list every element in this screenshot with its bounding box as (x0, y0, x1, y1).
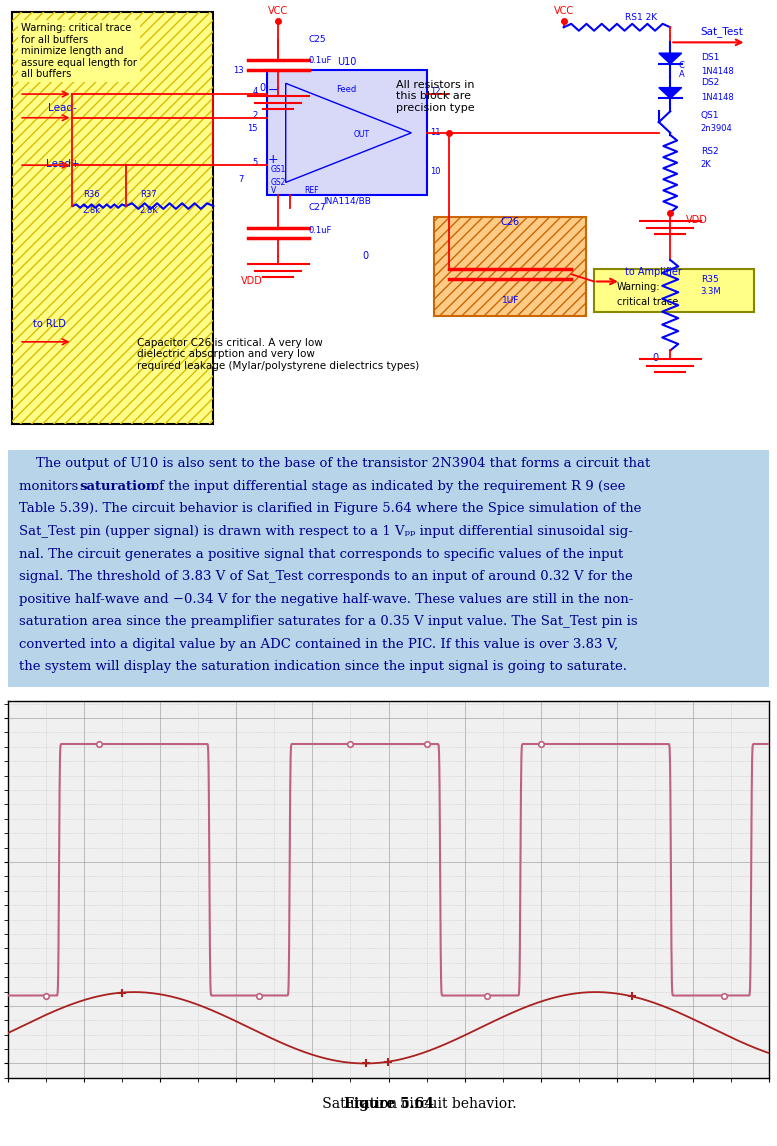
Text: positive half-wave and −0.34 V for the negative half-wave. These values are stil: positive half-wave and −0.34 V for the n… (19, 592, 633, 606)
Text: 2.8k: 2.8k (82, 205, 100, 214)
Text: +: + (267, 154, 278, 166)
Text: saturation area since the preamplifier saturates for a 0.35 V input value. The S: saturation area since the preamplifier s… (19, 615, 638, 628)
Text: R35: R35 (701, 275, 719, 283)
Text: DS2: DS2 (701, 78, 719, 87)
Text: VDD: VDD (241, 276, 263, 285)
Text: the system will display the saturation indication since the input signal is goin: the system will display the saturation i… (19, 660, 627, 674)
Text: 5: 5 (253, 158, 257, 167)
Text: C25: C25 (308, 36, 326, 45)
Text: C27: C27 (308, 203, 326, 212)
Text: 1UF: 1UF (502, 296, 519, 305)
Text: 12: 12 (430, 87, 441, 96)
Text: OUT: OUT (354, 131, 370, 139)
Text: R36: R36 (83, 190, 99, 199)
Text: 11: 11 (430, 128, 441, 138)
Text: REF: REF (305, 186, 319, 195)
Text: All resistors in
this block are
precision type: All resistors in this block are precisio… (396, 79, 475, 112)
Bar (12, 13, 214, 424)
Text: GS2: GS2 (270, 178, 286, 187)
Text: 2n3904: 2n3904 (701, 124, 733, 133)
Text: RS1 2K: RS1 2K (625, 13, 657, 22)
Text: 3.3M: 3.3M (701, 288, 721, 297)
Text: RS2: RS2 (701, 148, 718, 156)
Text: 2.8K: 2.8K (139, 205, 158, 214)
Text: GS1: GS1 (270, 165, 286, 174)
Text: Saturation circuit behavior.: Saturation circuit behavior. (261, 1098, 516, 1112)
Text: converted into a digital value by an ADC contained in the PIC. If this value is : converted into a digital value by an ADC… (19, 638, 618, 651)
Bar (12, 13, 214, 424)
Text: DS1: DS1 (701, 53, 719, 62)
Text: to RLD: to RLD (33, 319, 66, 329)
Text: 2K: 2K (701, 160, 712, 170)
Text: Feed: Feed (336, 85, 357, 94)
Text: 0: 0 (363, 251, 369, 261)
Bar (594, 268, 754, 312)
Text: Figure 5.64: Figure 5.64 (343, 1098, 434, 1112)
Text: 7: 7 (239, 175, 244, 185)
Text: Lead+: Lead+ (46, 159, 79, 170)
Text: nal. The circuit generates a positive signal that corresponds to specific values: nal. The circuit generates a positive si… (19, 548, 623, 560)
Text: QS1: QS1 (701, 111, 720, 120)
Text: 1N4148: 1N4148 (701, 93, 733, 102)
Text: 1N4148: 1N4148 (701, 66, 733, 76)
Text: VCC: VCC (553, 7, 573, 16)
Polygon shape (659, 87, 681, 99)
Text: Capacitor C26 is critical. A very low
dielectric absorption and very low
require: Capacitor C26 is critical. A very low di… (138, 338, 420, 370)
Text: to Amplifier: to Amplifier (625, 267, 681, 277)
Text: INA114/BB: INA114/BB (322, 197, 371, 206)
Text: Sat_Test pin (upper signal) is drawn with respect to a 1 Vₚₚ input differential : Sat_Test pin (upper signal) is drawn wit… (19, 525, 633, 537)
Text: C: C (679, 61, 685, 70)
Text: signal. The threshold of 3.83 V of Sat_Test corresponds to an input of around 0.: signal. The threshold of 3.83 V of Sat_T… (19, 571, 633, 583)
Text: Warning: critical trace
for all buffers
minimize length and
assure equal length : Warning: critical trace for all buffers … (22, 23, 138, 79)
Text: The output of U10 is also sent to the base of the transistor 2N3904 that forms a: The output of U10 is also sent to the ba… (19, 457, 650, 470)
Text: V: V (270, 186, 276, 195)
Text: 0: 0 (652, 353, 658, 363)
Text: 4: 4 (253, 87, 257, 96)
Text: 10: 10 (430, 167, 441, 175)
Text: of the input differential stage as indicated by the requirement R 9 (see: of the input differential stage as indic… (147, 480, 625, 493)
Text: VCC: VCC (268, 7, 288, 16)
Text: Warning:: Warning: (617, 282, 660, 292)
Text: R37: R37 (141, 190, 157, 199)
Text: monitors: monitors (19, 480, 82, 493)
Bar (434, 217, 587, 316)
Text: 2: 2 (253, 111, 257, 120)
Text: C26: C26 (500, 218, 520, 228)
Bar (434, 217, 587, 316)
Text: VDD: VDD (685, 215, 707, 226)
Text: Table 5.39). The circuit behavior is clarified in Figure 5.64 where the Spice si: Table 5.39). The circuit behavior is cla… (19, 502, 642, 516)
Polygon shape (659, 53, 681, 64)
Text: A: A (679, 70, 685, 79)
Text: 0.1uF: 0.1uF (308, 226, 332, 235)
Text: 15: 15 (247, 124, 257, 133)
Text: U10: U10 (337, 57, 357, 68)
Text: Sat_Test: Sat_Test (701, 25, 744, 37)
Text: 0.1uF: 0.1uF (308, 56, 332, 64)
Text: saturation: saturation (79, 480, 156, 493)
Text: 0: 0 (260, 83, 266, 93)
Text: Lead-: Lead- (48, 103, 77, 113)
Text: critical trace: critical trace (617, 297, 678, 307)
Text: 13: 13 (233, 65, 244, 74)
Text: −: − (267, 84, 278, 97)
Text: monitors: monitors (19, 480, 82, 493)
Bar (267, 70, 427, 195)
